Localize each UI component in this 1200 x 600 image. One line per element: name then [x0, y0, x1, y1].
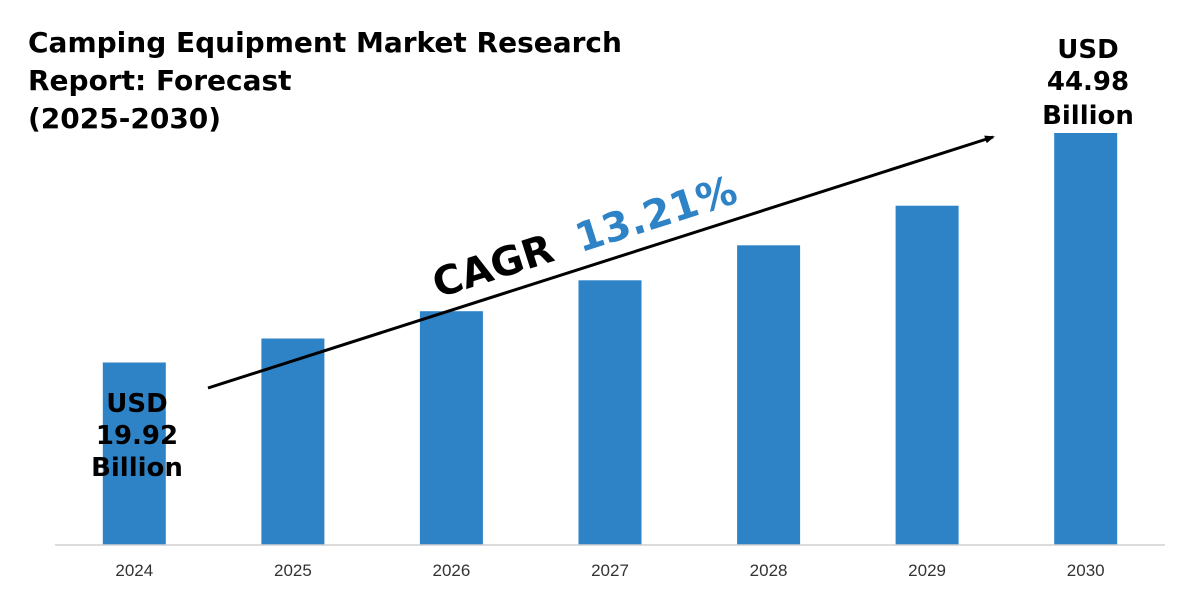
end-value-annotation: USD 44.98 Billion: [1042, 35, 1134, 131]
bar-2029: [895, 205, 959, 545]
cagr-value: 13.21%: [570, 167, 743, 261]
start-annotation-unit: Billion: [91, 453, 183, 483]
bar-2027: [578, 280, 642, 545]
end-annotation-currency: USD: [1057, 35, 1118, 65]
end-annotation-value: 44.98: [1047, 67, 1129, 97]
growth-arrow: [207, 135, 995, 390]
chart-title: Camping Equipment Market Research Report…: [28, 26, 622, 135]
bar-series: [102, 133, 1118, 546]
bar-2024: [102, 362, 166, 545]
bar-2028: [737, 245, 801, 546]
x-tick-label-2030: 2030: [1067, 561, 1105, 580]
bar-2025: [261, 338, 325, 545]
x-tick-label-2028: 2028: [750, 561, 788, 580]
start-annotation-currency: USD: [106, 389, 167, 419]
x-tick-label-2024: 2024: [115, 561, 153, 580]
chart-title-line-1: Camping Equipment Market Research: [28, 26, 622, 59]
start-value-annotation: USD 19.92 Billion: [91, 389, 183, 483]
start-annotation-value: 19.92: [96, 421, 178, 451]
end-annotation-unit: Billion: [1042, 101, 1134, 131]
x-axis-tick-labels: 2024 2025 2026 2027 2028 2029 2030: [115, 561, 1104, 580]
bar-2030: [1054, 133, 1118, 545]
x-tick-label-2027: 2027: [591, 561, 629, 580]
x-tick-label-2029: 2029: [908, 561, 946, 580]
x-tick-label-2025: 2025: [274, 561, 312, 580]
chart-title-line-2: Report: Forecast: [28, 64, 292, 97]
x-tick-label-2026: 2026: [432, 561, 470, 580]
bar-2026: [419, 311, 483, 545]
chart-title-line-3: (2025-2030): [28, 102, 221, 135]
